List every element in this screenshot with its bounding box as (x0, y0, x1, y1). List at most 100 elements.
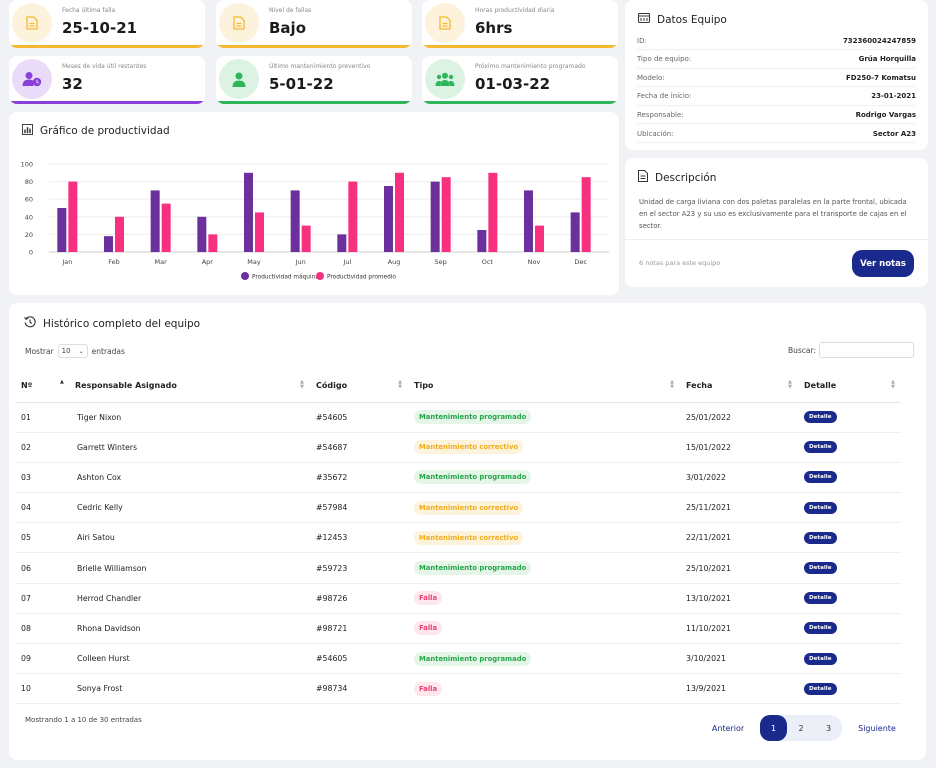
chart-header: Gráfico de productividad (22, 124, 170, 138)
stat-value: 5-01-22 (269, 75, 334, 93)
cell-detalle: Detalle (798, 613, 901, 645)
bar-promedio (488, 172, 498, 252)
cell-fecha: 13/9/2021 (680, 673, 798, 705)
y-tick-label: 0 (29, 249, 33, 257)
pagination-next[interactable]: Siguiente (858, 723, 896, 733)
y-tick-label: 40 (25, 213, 33, 221)
cell-detalle: Detalle (798, 643, 901, 675)
equipo-row: Ubicación: Sector A23 (637, 125, 916, 143)
table-row: 07 Herrod Chandler #98726 Falla 13/10/20… (15, 583, 901, 614)
chart-card: Gráfico de productividad 0 20 40 60 80 100 Jan… (9, 112, 619, 295)
equipo-row: Modelo: FD250-7 Komatsu (637, 69, 916, 88)
detalle-button[interactable]: Detalle (804, 562, 837, 575)
detalle-button[interactable]: Detalle (804, 471, 837, 484)
bar-promedio (68, 181, 78, 252)
bar-promedio (441, 177, 451, 252)
sort-icon: ▲ ▼ (670, 379, 674, 390)
cell-fecha: 25/01/2022 (680, 402, 798, 433)
detalle-button[interactable]: Detalle (804, 622, 837, 635)
cell-codigo: #54605 (310, 643, 408, 675)
cell-responsable: Rhona Davidson (69, 613, 310, 645)
stat-icon-circle (425, 3, 465, 43)
cell-number: 07 (15, 583, 69, 614)
table-row: 02 Garrett Winters #54687 Mantenimiento … (15, 432, 901, 463)
bar-promedio (348, 181, 358, 252)
cell-responsable: Sonya Frost (69, 673, 310, 705)
column-header[interactable]: Fecha ▲ ▼ (680, 370, 798, 403)
cell-detalle: Detalle (798, 583, 901, 614)
column-header[interactable]: Detalle ▲ ▼ (798, 370, 901, 403)
equipo-key: Modelo: (637, 73, 665, 82)
ver-notas-button[interactable]: Ver notas (852, 250, 914, 277)
page-length-value: 10 (61, 347, 71, 355)
bar-maquina (244, 172, 253, 252)
tipo-badge: Mantenimiento programado (414, 410, 532, 425)
descripcion-header: Descripción (638, 170, 716, 185)
bar-maquina (150, 190, 160, 252)
show-label: Mostrar (25, 346, 54, 356)
tipo-badge: Falla (414, 621, 443, 636)
stat-icon-circle (219, 59, 259, 99)
tipo-badge: Mantenimiento correctivo (414, 530, 524, 545)
detalle-button[interactable]: Detalle (804, 411, 837, 424)
equipo-card: Datos Equipo ID: 732360024247859 Tipo de … (625, 0, 928, 150)
column-header-label: Detalle (804, 381, 837, 391)
detalle-button[interactable]: Detalle (804, 682, 837, 695)
search-input[interactable] (819, 342, 915, 358)
cell-tipo: Falla (408, 613, 680, 645)
pagination-previous[interactable]: Anterior (711, 723, 745, 733)
legend-marker (241, 272, 249, 280)
cell-responsable: Herrod Chandler (69, 583, 310, 614)
detalle-button[interactable]: Detalle (804, 501, 837, 514)
x-tick-label: Feb (108, 258, 120, 266)
cell-fecha: 22/11/2021 (680, 522, 798, 554)
detalle-button[interactable]: Detalle (804, 592, 837, 605)
cell-fecha: 3/01/2022 (680, 462, 798, 494)
detalle-button[interactable]: Detalle (804, 441, 837, 454)
cell-detalle: Detalle (798, 522, 901, 554)
cell-responsable: Garrett Winters (69, 432, 310, 463)
cell-tipo: Mantenimiento programado (408, 402, 680, 433)
stat-label: Horas productividad diaria (475, 7, 555, 14)
pagination-page-3[interactable]: 3 (825, 723, 832, 733)
tipo-badge: Mantenimiento programado (414, 561, 532, 576)
cell-codigo: #12453 (310, 522, 408, 554)
equipment-icon (638, 13, 650, 26)
pagination-page-2[interactable]: 2 (798, 723, 804, 733)
equipo-row: Fecha de inicio: 23-01-2021 (637, 88, 916, 106)
cell-tipo: Mantenimiento programado (408, 643, 680, 675)
cell-responsable: Colleen Hurst (69, 643, 310, 675)
search-control: Buscar: (788, 342, 915, 358)
page-length-select[interactable]: 10 ⌄ (57, 344, 88, 358)
search-label: Buscar: (788, 345, 817, 355)
descripcion-card: Descripción Unidad de carga liviana con … (625, 158, 928, 287)
stat-label: Último mantenimiento preventivo (269, 63, 371, 70)
stat-value: 25-10-21 (62, 19, 138, 37)
pagination-page-1[interactable]: 1 (760, 715, 787, 741)
stat-accent-bar (9, 101, 205, 104)
cell-fecha: 13/10/2021 (680, 583, 798, 614)
cell-number: 06 (15, 552, 69, 584)
stat-card: Nivel de fallas Bajo (216, 0, 412, 48)
table-row: 05 Airi Satou #12453 Mantenimiento corre… (15, 522, 901, 554)
column-header[interactable]: Código ▲ ▼ (310, 370, 408, 403)
equipo-value: Rodrigo Vargas (855, 110, 916, 119)
column-header[interactable]: Responsable Asignado ▲ ▼ (69, 370, 310, 403)
cell-number: 08 (15, 613, 69, 645)
cell-number: 05 (15, 522, 69, 554)
cell-fecha: 25/10/2021 (680, 552, 798, 584)
equipo-key: Fecha de inicio: (637, 92, 692, 101)
equipo-key: Ubicación: (637, 129, 674, 138)
bar-promedio (115, 216, 124, 252)
column-header[interactable]: Tipo ▲ ▼ (408, 370, 680, 403)
stat-card: Fecha última falla 25-10-21 (9, 0, 205, 48)
bar-promedio (208, 234, 218, 252)
cell-codigo: #59723 (310, 552, 408, 584)
detalle-button[interactable]: Detalle (804, 652, 837, 665)
column-header[interactable]: Nº ▲ (15, 370, 69, 403)
detalle-button[interactable]: Detalle (804, 531, 837, 544)
bar-maquina (197, 216, 207, 252)
productivity-chart: 0 20 40 60 80 100 Jan Feb Mar Apr May Jun Jul Aug Sep O… (21, 161, 609, 281)
cell-tipo: Falla (408, 673, 680, 705)
cell-codigo: #98721 (310, 613, 408, 645)
